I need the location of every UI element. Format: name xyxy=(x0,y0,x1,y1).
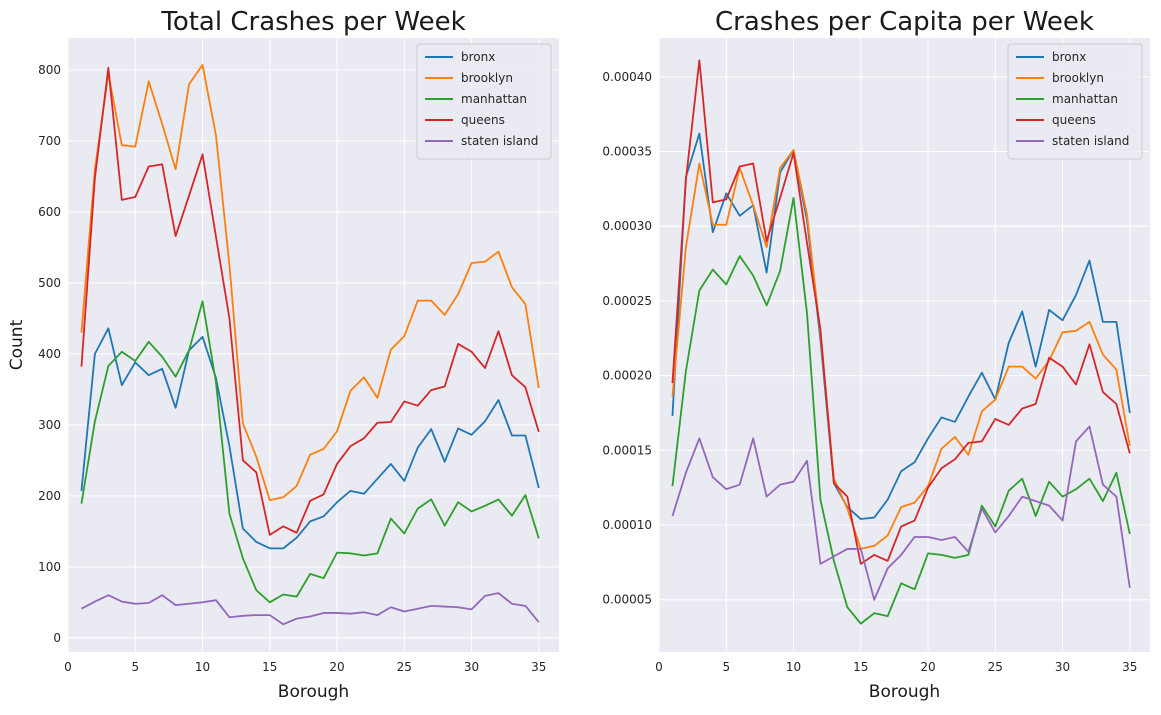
x-tick-label: 25 xyxy=(988,660,1003,674)
y-tick-label: 0.00015 xyxy=(602,443,652,457)
y-tick-label: 800 xyxy=(38,63,61,77)
chart-panel-1: 0 5 10 15 20 25 30 35 0 100 200 300 400 500 600 700 800 T… xyxy=(7,7,559,702)
x-tick-label: 35 xyxy=(531,660,546,674)
legend-box xyxy=(416,43,552,160)
x-axis-label: Borough xyxy=(869,682,940,702)
x-tick-label: 10 xyxy=(195,660,210,674)
series-line-bronx xyxy=(80,327,540,550)
series-line-manhattan xyxy=(671,196,1131,625)
y-tick-label: 500 xyxy=(38,276,61,290)
x-axis-label: Borough xyxy=(278,682,349,702)
legend-label: queens xyxy=(1052,113,1096,127)
series-line-manhattan xyxy=(80,300,540,604)
legend: bronx brooklyn manhattan queens staten islan… xyxy=(1007,43,1143,160)
y-tick-label: 600 xyxy=(38,205,61,219)
legend-label: manhattan xyxy=(1052,92,1118,106)
chart-title: Total Crashes per Week xyxy=(160,7,465,37)
y-tick-label: 0.00025 xyxy=(602,294,652,308)
x-tick-label: 0 xyxy=(64,660,72,674)
chart-panel-2: 0 5 10 15 20 25 30 35 0.00005 0.00010 0.00015 0.000… xyxy=(602,7,1150,702)
x-tick-label: 30 xyxy=(1055,660,1070,674)
y-tick-label: 0.00005 xyxy=(602,593,652,607)
y-tick-label: 0.00030 xyxy=(602,219,652,233)
y-tick-label: 700 xyxy=(38,134,61,148)
y-tick-label: 300 xyxy=(38,418,61,432)
y-tick-label: 0.00010 xyxy=(602,518,652,532)
x-tick-label: 15 xyxy=(853,660,868,674)
x-tick-label: 20 xyxy=(920,660,935,674)
series-line-staten-island xyxy=(81,592,540,626)
chart-title: Crashes per Capita per Week xyxy=(715,7,1094,37)
legend-label: brooklyn xyxy=(1052,71,1104,85)
x-tick-label: 15 xyxy=(262,660,277,674)
legend-label: brooklyn xyxy=(461,71,513,85)
legend-label: bronx xyxy=(1052,50,1086,64)
series-line-queens xyxy=(671,59,1131,565)
legend-label: manhattan xyxy=(461,92,527,106)
legend: bronx brooklyn manhattan queens staten islan… xyxy=(416,43,552,160)
y-tick-label: 0.00040 xyxy=(602,70,652,84)
y-tick-label: 100 xyxy=(38,560,61,574)
x-tick-label: 0 xyxy=(655,660,663,674)
x-tick-label: 35 xyxy=(1122,660,1137,674)
x-tick-label: 5 xyxy=(722,660,730,674)
legend-label: staten island xyxy=(1052,134,1129,148)
x-tick-label: 20 xyxy=(329,660,344,674)
series-line-bronx xyxy=(671,132,1131,520)
series-line-staten-island xyxy=(671,425,1131,601)
series-line-brooklyn xyxy=(80,64,540,502)
legend-label: queens xyxy=(461,113,505,127)
y-axis-label: Count xyxy=(7,319,27,370)
x-tick-label: 5 xyxy=(131,660,139,674)
legend-label: bronx xyxy=(461,50,495,64)
y-tick-label: 0 xyxy=(53,631,61,645)
legend-box xyxy=(1007,43,1143,160)
y-tick-label: 400 xyxy=(38,347,61,361)
y-tick-label: 200 xyxy=(38,489,61,503)
y-tick-label: 0.00035 xyxy=(602,145,652,159)
legend-label: staten island xyxy=(461,134,538,148)
x-tick-label: 30 xyxy=(464,660,479,674)
x-tick-label: 10 xyxy=(786,660,801,674)
x-tick-label: 25 xyxy=(397,660,412,674)
y-tick-label: 0.00020 xyxy=(602,369,652,383)
series-line-queens xyxy=(80,66,540,536)
series-line-brooklyn xyxy=(671,149,1131,550)
